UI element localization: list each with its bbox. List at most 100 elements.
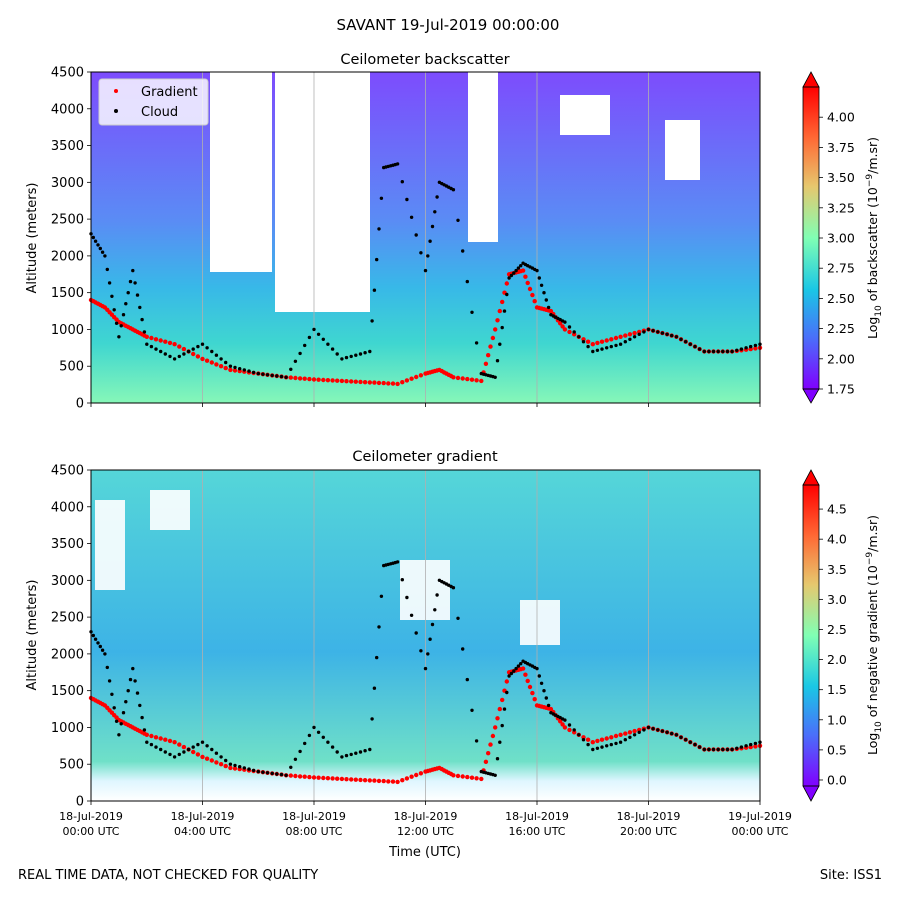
series-cloud [89, 162, 762, 379]
data-point [512, 271, 516, 275]
data-point [381, 778, 386, 784]
data-point [386, 779, 391, 784]
data-point [284, 375, 288, 379]
data-point [158, 338, 163, 343]
legend-label-cloud: Cloud [141, 105, 178, 120]
data-point [500, 325, 504, 330]
data-point [335, 378, 340, 383]
data-point [548, 308, 554, 314]
data-point [232, 766, 238, 771]
data-point [483, 759, 489, 764]
data-point [186, 349, 191, 354]
data-point [490, 335, 496, 341]
data-point [460, 376, 465, 381]
data-point [107, 679, 112, 683]
data-point [121, 313, 126, 317]
data-point [414, 233, 418, 237]
data-point [159, 349, 163, 354]
data-point [560, 722, 565, 727]
data-point [585, 737, 591, 742]
y-tick-label: 2500 [51, 611, 84, 626]
data-point [395, 779, 400, 785]
data-point [135, 293, 140, 297]
data-point [177, 354, 181, 359]
data-point [91, 633, 96, 638]
data-point [735, 348, 739, 352]
data-point [749, 742, 753, 747]
data-point [581, 337, 586, 342]
data-point [112, 706, 116, 710]
data-point [581, 738, 586, 742]
gradient-title: Ceilometer gradient [352, 449, 498, 465]
data-point [581, 735, 586, 740]
data-point [613, 733, 619, 739]
data-point [504, 281, 509, 286]
data-point [131, 268, 135, 273]
data-point [697, 745, 702, 749]
data-point [637, 332, 641, 336]
data-point [693, 344, 697, 349]
data-point [297, 774, 303, 779]
data-point [284, 773, 288, 777]
x-tick-label-time: 20:00 UTC [620, 825, 677, 838]
data-point [674, 733, 679, 737]
data-point [520, 666, 526, 671]
data-point [567, 325, 572, 329]
backscatter-colorbar-extend-max [802, 71, 820, 88]
data-point [214, 353, 219, 357]
data-point [604, 736, 609, 741]
data-point [523, 672, 528, 677]
data-point [395, 162, 400, 166]
data-point [539, 681, 544, 685]
data-point [131, 666, 135, 671]
data-point [372, 380, 377, 385]
y-tick-label: 2000 [51, 249, 84, 264]
data-point [119, 722, 123, 726]
data-point [353, 379, 358, 384]
data-point [158, 736, 163, 741]
data-point [656, 330, 660, 334]
data-point [238, 765, 242, 769]
data-point [191, 749, 196, 755]
data-point [390, 381, 396, 386]
x-tick-label-date: 18-Jul-2019 [505, 810, 569, 823]
data-point [182, 352, 186, 356]
data-point [623, 333, 628, 338]
data-point [126, 291, 130, 295]
data-point [595, 738, 600, 744]
data-point [204, 756, 210, 761]
data-point [665, 730, 669, 734]
data-point [218, 762, 224, 767]
x-tick-label-date: 18-Jul-2019 [59, 810, 123, 823]
site-label: Site: ISS1 [819, 868, 882, 883]
data-point [372, 288, 377, 292]
data-point [100, 250, 105, 254]
data-point [224, 360, 228, 365]
data-point [558, 321, 563, 326]
data-point [349, 354, 353, 359]
data-point [390, 779, 396, 784]
data-point [418, 373, 424, 378]
data-point [167, 340, 173, 346]
data-point [456, 218, 460, 222]
data-point [144, 732, 149, 737]
data-point [163, 339, 168, 344]
data-point [651, 329, 655, 333]
legend-marker-cloud [114, 109, 118, 113]
data-point [404, 776, 410, 781]
data-point [223, 763, 228, 769]
data-point [210, 349, 214, 354]
data-point [558, 719, 563, 724]
data-point [307, 774, 312, 780]
colorbar-tick-label: 3.50 [827, 170, 855, 185]
data-point [426, 254, 430, 258]
data-point [730, 349, 734, 354]
data-point [595, 348, 600, 352]
data-point [405, 595, 409, 600]
data-point [707, 349, 711, 354]
data-gap [275, 72, 370, 312]
quality-disclaimer: REAL TIME DATA, NOT CHECKED FOR QUALITY [18, 868, 319, 883]
data-point [265, 771, 270, 775]
data-point [493, 375, 497, 379]
data-point [414, 374, 419, 380]
